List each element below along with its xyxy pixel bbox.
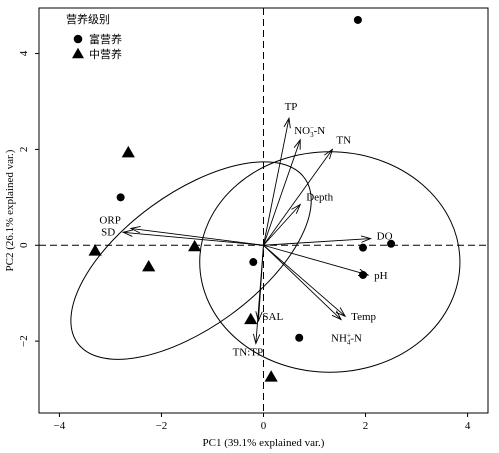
arrowhead-temp: [335, 307, 347, 318]
vector-label-no3-n: NO− 3-N: [294, 124, 325, 139]
vector-no3-n: [263, 139, 301, 246]
point-eutrophic-4: [387, 239, 396, 248]
vector-label-orp: ORP: [99, 214, 120, 226]
x-tick-label--2: −2: [156, 420, 168, 432]
point-mesotrophic-3: [142, 259, 156, 272]
sample-points: [88, 15, 396, 382]
vector-ph: [263, 244, 369, 276]
arrowhead-tn: [323, 148, 334, 160]
vector-label-sal: SAL: [262, 311, 283, 323]
vector-temp: [263, 244, 346, 317]
x-tick-label--4: −4: [54, 420, 66, 432]
reference-lines: [39, 8, 488, 413]
legend-marker-circle: [73, 34, 83, 44]
vector-do: [263, 238, 371, 246]
confidence-ellipse-1: [70, 161, 312, 360]
vector-tn-tp: [255, 245, 264, 344]
point-eutrophic-0: [353, 15, 362, 24]
vector-label-sd: SD: [101, 226, 115, 238]
arrowhead-tn-tp: [252, 333, 261, 345]
point-eutrophic-5: [358, 270, 367, 279]
point-mesotrophic-4: [244, 312, 258, 325]
x-axis-title: PC1 (39.1% explained var.): [203, 437, 325, 449]
y-tick-label--2: −2: [18, 335, 30, 347]
x-tick-label-4: 4: [465, 420, 471, 432]
vector-orp: [130, 228, 264, 246]
arrowhead-no3-n: [293, 138, 301, 150]
point-eutrophic-2: [249, 258, 258, 267]
confidence-ellipse-0: [199, 151, 461, 373]
vector-label-do: DO: [377, 231, 393, 243]
arrowhead-nh4-n: [331, 310, 343, 321]
y-tick-label-4: 4: [18, 50, 30, 56]
arrowhead-sd: [121, 229, 134, 237]
vector-label-tp: TP: [285, 101, 298, 113]
arrowhead-sal: [255, 311, 263, 323]
vector-tn: [263, 149, 333, 246]
x-tick-label-2: 2: [363, 420, 369, 432]
point-mesotrophic-5: [264, 370, 278, 382]
point-eutrophic-3: [358, 243, 367, 252]
y-tick-label-2: 2: [18, 147, 30, 153]
arrowhead-do: [360, 235, 373, 243]
vector-nh4-n: [263, 244, 342, 320]
group-ellipses: [70, 151, 461, 373]
vector-label-depth: Depth: [306, 192, 333, 204]
legend-label-eutrophic: 富营养: [89, 32, 122, 46]
point-mesotrophic-0: [121, 145, 135, 158]
vector-label-temp: Temp: [351, 311, 376, 323]
vector-sd: [123, 231, 264, 246]
legend-marker-triangle: [72, 47, 84, 59]
vector-depth: [263, 204, 301, 246]
arrowhead-depth: [291, 203, 302, 214]
point-eutrophic-1: [116, 193, 125, 202]
point-mesotrophic-2: [188, 239, 202, 252]
vector-tp: [263, 118, 290, 246]
axis-ticks: −4 −2 0 2 4 −2 0 2 4: [18, 50, 471, 432]
legend: 营养级别 富营养 中营养: [66, 12, 122, 61]
vector-label-tn: TN: [336, 134, 351, 146]
y-axis-title: PC2 (26.1% explained var.): [4, 149, 16, 271]
arrowhead-tp: [283, 116, 291, 129]
y-tick-label-0: 0: [18, 242, 30, 248]
point-mesotrophic-1: [88, 244, 102, 256]
legend-title: 营养级别: [66, 12, 110, 26]
legend-label-mesotrophic: 中营养: [89, 47, 122, 61]
vector-label-tn-tp: TN:TP: [233, 347, 264, 359]
vector-label-nh4-n: NH+ 4-N: [331, 332, 362, 347]
arrowhead-orp: [129, 226, 141, 234]
point-eutrophic-6: [295, 333, 304, 342]
x-tick-label-0: 0: [261, 420, 267, 432]
vector-label-ph: pH: [374, 270, 388, 282]
